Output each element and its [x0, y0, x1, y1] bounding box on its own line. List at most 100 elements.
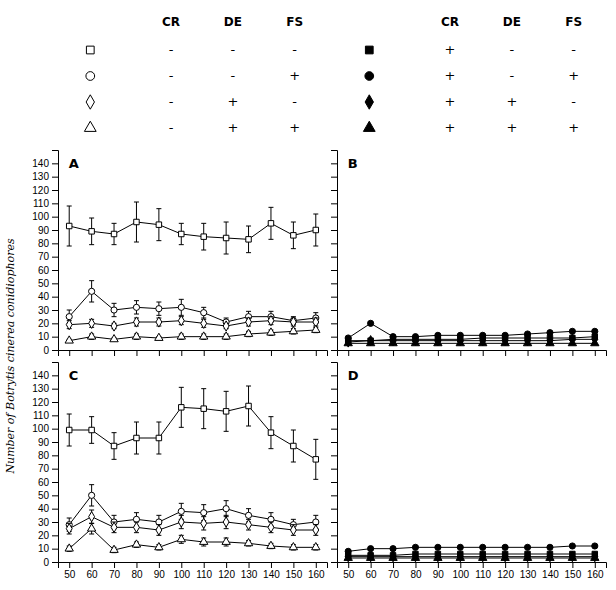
x-tick: 100: [452, 562, 469, 580]
y-tick: 90: [38, 437, 58, 448]
marker: [591, 553, 599, 560]
x-tick-mark: [415, 350, 416, 356]
y-tick: 80: [38, 238, 58, 249]
legend-header: CR: [162, 15, 180, 29]
legend-sign: -: [169, 68, 174, 83]
marker: [435, 544, 441, 550]
series-line: [348, 339, 595, 342]
error-bar: [224, 501, 229, 517]
marker: [366, 339, 374, 346]
y-tick-mark: [52, 257, 58, 258]
x-tick: [595, 350, 596, 356]
x-tick: [226, 350, 227, 356]
marker: [312, 325, 320, 332]
y-tick-mark: [52, 323, 58, 324]
x-tick-mark: [136, 350, 137, 356]
legend-sign: -: [509, 68, 514, 83]
marker: [546, 339, 554, 346]
x-tick-label: 110: [196, 569, 212, 580]
marker: [89, 229, 94, 234]
error-bar: [89, 281, 94, 302]
x-tick: 150: [286, 562, 303, 580]
error-bar: [246, 226, 251, 253]
series: [344, 339, 599, 346]
marker: [201, 310, 207, 316]
x-tick-mark: [595, 350, 596, 356]
x-tick-mark: [483, 562, 484, 568]
marker: [524, 544, 530, 550]
y-tick: [331, 495, 337, 496]
error-bar: [134, 301, 139, 314]
x-tick-label: 80: [410, 569, 422, 580]
marker: [201, 510, 207, 516]
x-tick: 50: [343, 562, 355, 580]
marker: [111, 231, 116, 236]
marker: [222, 537, 230, 544]
y-tick-mark: [52, 217, 58, 218]
series-line: [69, 321, 316, 326]
y-tick: [331, 337, 337, 338]
y-tick: [331, 190, 337, 191]
marker: [479, 553, 487, 560]
y-tick: 80: [38, 450, 58, 461]
error-bar: [201, 389, 206, 429]
marker: [456, 339, 464, 346]
y-tick-label: 100: [32, 211, 49, 222]
panel: 0102030405060708090100110120130140A: [32, 151, 327, 357]
x-tick-label: 90: [433, 569, 445, 580]
y-tick: 10: [38, 543, 58, 554]
series-line: [69, 517, 316, 530]
legend-sign: +: [289, 120, 300, 135]
series-line: [348, 343, 595, 344]
marker: [89, 492, 95, 498]
legend-sign: -: [169, 42, 174, 57]
marker: [179, 231, 184, 236]
y-tick: [331, 270, 337, 271]
y-tick: 140: [32, 158, 58, 169]
marker: [132, 540, 140, 547]
marker: [111, 321, 117, 331]
marker: [66, 427, 71, 432]
y-tick: 10: [38, 331, 58, 342]
marker: [223, 321, 229, 331]
marker: [289, 327, 297, 334]
marker: [65, 544, 73, 551]
marker: [201, 234, 206, 239]
x-tick-mark: [159, 562, 160, 568]
y-tick: 130: [32, 383, 58, 394]
y-tick-mark: [52, 163, 58, 164]
error-bar: [246, 519, 251, 530]
y-tick: [331, 482, 337, 483]
x-tick-mark: [271, 350, 272, 356]
x-tick-label: 90: [154, 569, 166, 580]
legend-header: DE: [503, 15, 521, 29]
x-tick: 50: [64, 562, 76, 580]
y-tick-label: 140: [32, 158, 49, 169]
y-tick-mark: [331, 190, 337, 191]
marker: [434, 339, 442, 346]
y-tick-mark: [331, 455, 337, 456]
marker: [523, 339, 531, 346]
y-tick-label: 70: [38, 251, 50, 262]
y-tick-mark: [52, 375, 58, 376]
y-tick-mark: [52, 310, 58, 311]
marker: [366, 553, 374, 560]
y-tick-mark: [331, 375, 337, 376]
marker: [246, 520, 252, 530]
series-line: [348, 546, 595, 551]
marker: [502, 544, 508, 550]
error-bar: [67, 206, 72, 246]
y-tick: 140: [32, 370, 58, 381]
y-tick-mark: [52, 562, 58, 563]
y-tick-mark: [52, 482, 58, 483]
x-tick-label: 50: [64, 569, 76, 580]
error-bar: [201, 307, 206, 318]
error-bar: [224, 222, 229, 254]
x-tick-mark: [69, 562, 70, 568]
series-line: [69, 406, 316, 459]
marker: [368, 320, 374, 326]
y-tick: 20: [38, 530, 58, 541]
series-line: [69, 330, 316, 341]
legend-sign: +: [445, 42, 456, 57]
x-tick-label: 100: [173, 569, 190, 580]
